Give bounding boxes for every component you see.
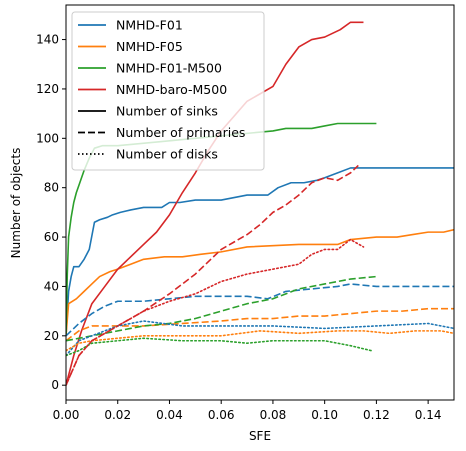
x-tick-label: 0.12 (363, 408, 390, 422)
series-line-nmhd-f01-sinks (66, 167, 454, 336)
legend-label: NMHD-F05 (116, 39, 183, 54)
y-tick-label: 140 (36, 33, 59, 47)
series-line-nmhd-baro-m500-disks (66, 238, 365, 386)
x-axis-label: SFE (249, 429, 271, 443)
y-tick-label: 20 (44, 329, 59, 343)
legend-label: Number of sinks (116, 104, 218, 119)
series-line-nmhd-f01-m500-disks (66, 337, 373, 357)
ticks-layer: 0.00 0.02 0.04 0.06 0.08 0.10 0.12 0.14 0 20 40 60 8… (36, 33, 441, 422)
series-line-nmhd-f01-m500-primaries (66, 275, 377, 342)
legend-label: NMHD-F01 (116, 18, 183, 33)
legend: NMHD-F01 NMHD-F05 NMHD-F01-M500 NMHD-baro-M… (71, 11, 265, 171)
x-tick-label: 0.04 (156, 408, 183, 422)
series-line-nmhd-f05-primaries (66, 307, 454, 342)
series-line-nmhd-f05-sinks (66, 228, 454, 336)
x-tick-label: 0.00 (53, 408, 80, 422)
y-tick-label: 60 (44, 230, 59, 244)
y-axis-label: Number of objects (9, 148, 23, 259)
plot-frame (65, 4, 455, 401)
series-line-nmhd-f01-disks (66, 320, 454, 357)
y-tick-label: 40 (44, 279, 59, 293)
y-tick-label: 80 (44, 181, 59, 195)
y-tick-label: 100 (36, 131, 59, 145)
x-tick-label: 0.08 (260, 408, 287, 422)
y-tick-label: 120 (36, 82, 59, 96)
y-tick-label: 0 (51, 378, 59, 392)
x-tick-label: 0.10 (311, 408, 338, 422)
legend-label: Number of primaries (116, 125, 245, 140)
x-tick-label: 0.14 (415, 408, 442, 422)
legend-box (71, 11, 265, 171)
x-tick-label: 0.02 (104, 408, 131, 422)
series-line-nmhd-f05-disks (66, 330, 454, 352)
legend-label: NMHD-baro-M500 (116, 82, 227, 97)
series-line-nmhd-f01-primaries (66, 283, 454, 337)
legend-label: Number of disks (116, 147, 218, 162)
legend-label: NMHD-F01-M500 (116, 61, 222, 76)
x-tick-label: 0.06 (208, 408, 235, 422)
